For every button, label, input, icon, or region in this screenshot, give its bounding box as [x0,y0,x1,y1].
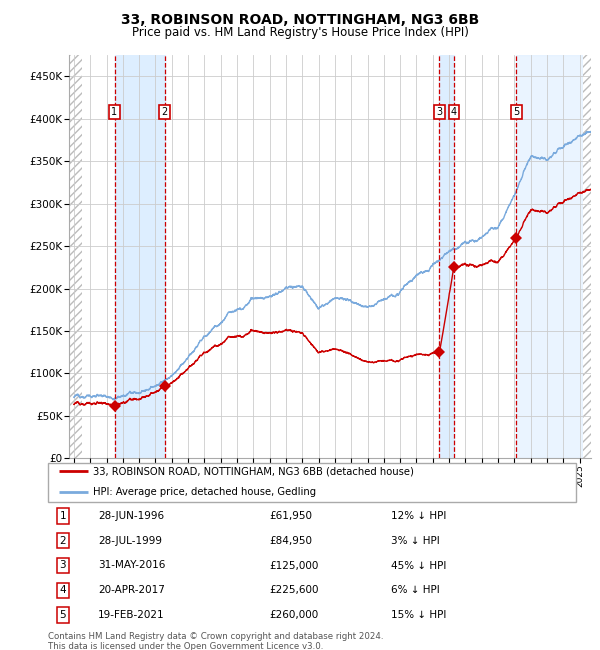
Text: 3: 3 [436,107,443,117]
Text: 2: 2 [59,536,66,546]
Text: Price paid vs. HM Land Registry's House Price Index (HPI): Price paid vs. HM Land Registry's House … [131,26,469,39]
Text: 20-APR-2017: 20-APR-2017 [98,585,165,595]
Text: £225,600: £225,600 [270,585,319,595]
Text: 6% ↓ HPI: 6% ↓ HPI [391,585,440,595]
Text: HPI: Average price, detached house, Gedling: HPI: Average price, detached house, Gedl… [93,487,316,497]
Text: 45% ↓ HPI: 45% ↓ HPI [391,560,446,571]
Text: 4: 4 [59,585,66,595]
Text: £260,000: £260,000 [270,610,319,620]
Text: 1: 1 [112,107,118,117]
Text: 3: 3 [59,560,66,571]
Text: Contains HM Land Registry data © Crown copyright and database right 2024.
This d: Contains HM Land Registry data © Crown c… [48,632,383,650]
Text: 3% ↓ HPI: 3% ↓ HPI [391,536,440,546]
Bar [517,55,583,458]
Bar [583,55,591,458]
Text: 5: 5 [514,107,520,117]
Bar [69,55,82,458]
FancyBboxPatch shape [48,463,576,502]
Text: 28-JUL-1999: 28-JUL-1999 [98,536,162,546]
Text: 2: 2 [161,107,168,117]
Text: 28-JUN-1996: 28-JUN-1996 [98,511,164,521]
Text: 15% ↓ HPI: 15% ↓ HPI [391,610,446,620]
Text: 4: 4 [451,107,457,117]
Text: £125,000: £125,000 [270,560,319,571]
Text: 5: 5 [59,610,66,620]
Text: £84,950: £84,950 [270,536,313,546]
Text: 31-MAY-2016: 31-MAY-2016 [98,560,166,571]
Bar [115,55,165,458]
Text: 33, ROBINSON ROAD, NOTTINGHAM, NG3 6BB (detached house): 33, ROBINSON ROAD, NOTTINGHAM, NG3 6BB (… [93,467,414,476]
Text: £61,950: £61,950 [270,511,313,521]
Text: 33, ROBINSON ROAD, NOTTINGHAM, NG3 6BB: 33, ROBINSON ROAD, NOTTINGHAM, NG3 6BB [121,13,479,27]
Text: 1: 1 [59,511,66,521]
Text: 19-FEB-2021: 19-FEB-2021 [98,610,165,620]
Bar [439,55,454,458]
Text: 12% ↓ HPI: 12% ↓ HPI [391,511,446,521]
